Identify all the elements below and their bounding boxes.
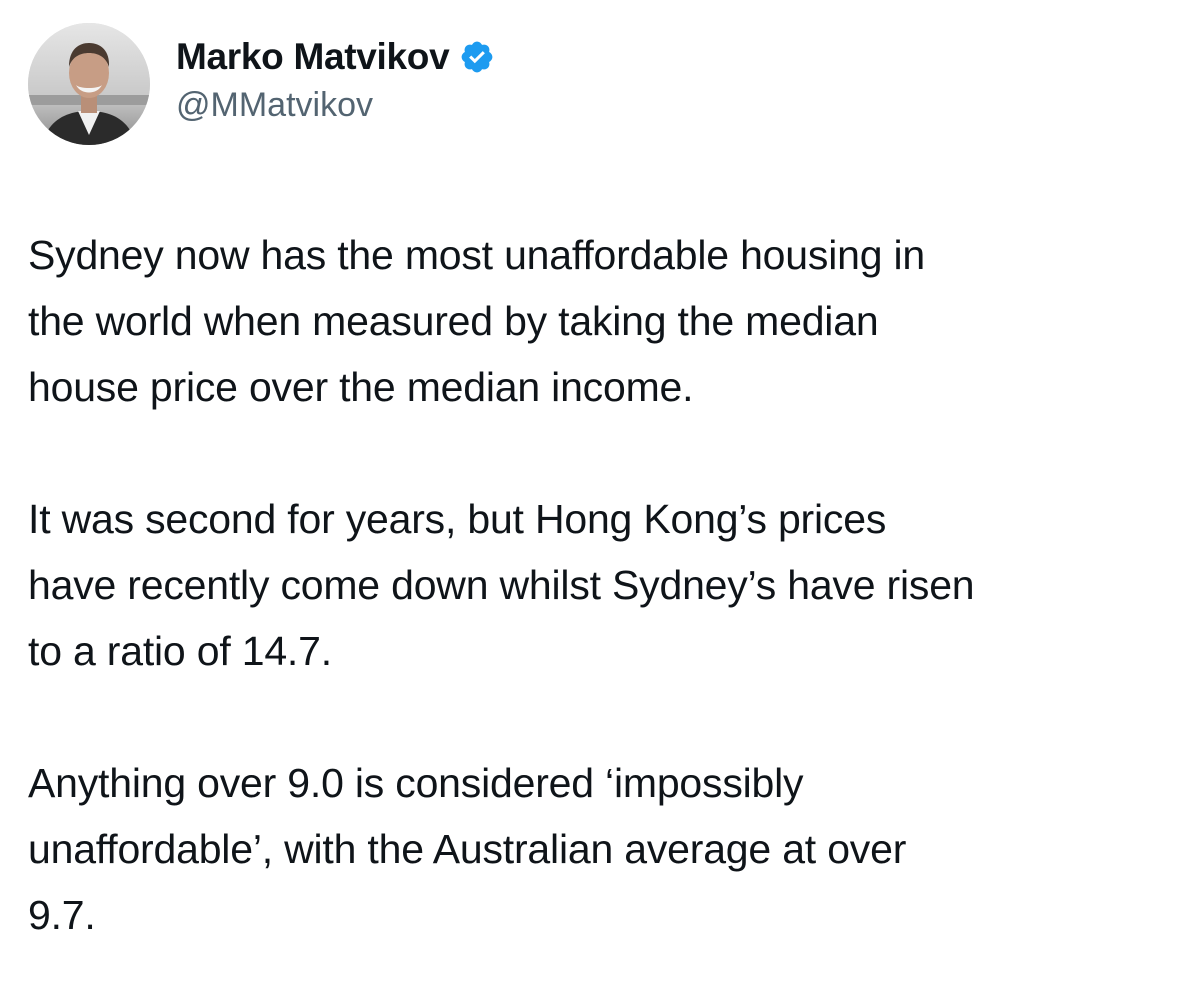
display-name[interactable]: Marko Matvikov (176, 35, 450, 77)
handle[interactable]: @MMatvikov (176, 85, 373, 124)
tweet-text-line: 9.7. (28, 892, 96, 938)
tweet-text-line: to a ratio of 14.7. (28, 628, 332, 674)
tweet-text-line: the world when measured by taking the me… (28, 298, 879, 344)
paragraph-gap (28, 684, 1163, 750)
tweet-text-line: have recently come down whilst Sydney’s … (28, 562, 975, 608)
paragraph-gap (28, 420, 1163, 486)
tweet-text-line: It was second for years, but Hong Kong’s… (28, 496, 887, 542)
tweet-header: Marko Matvikov @MMatvikov (28, 22, 495, 146)
tweet-text: Sydney now has the most unaffordable hou… (28, 222, 1163, 948)
avatar[interactable] (28, 23, 150, 145)
tweet-text-line: house price over the median income. (28, 364, 694, 410)
tweet-text-line: Anything over 9.0 is considered ‘impossi… (28, 760, 804, 806)
avatar-photo (28, 23, 150, 145)
author-names: Marko Matvikov @MMatvikov (176, 34, 495, 125)
tweet-text-line: unaffordable’, with the Australian avera… (28, 826, 907, 872)
verified-badge-icon[interactable] (459, 39, 495, 75)
tweet-text-line: Sydney now has the most unaffordable hou… (28, 232, 926, 278)
name-row: Marko Matvikov (176, 34, 495, 80)
